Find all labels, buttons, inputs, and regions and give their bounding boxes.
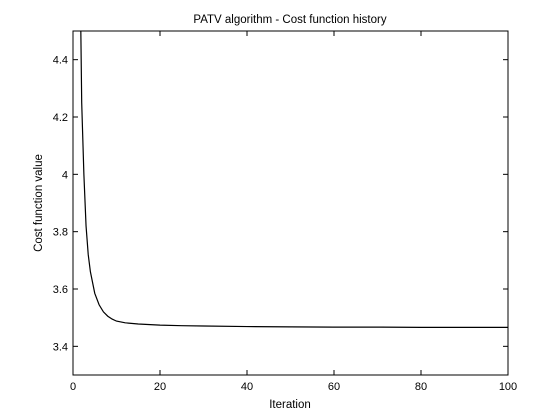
x-tick-label: 40 xyxy=(241,381,253,393)
x-tick-label: 60 xyxy=(328,381,340,393)
y-tick-label: 3.4 xyxy=(53,341,68,353)
x-tick-label: 100 xyxy=(499,381,517,393)
cost-history-line xyxy=(80,30,508,329)
x-tick-label: 80 xyxy=(415,381,427,393)
x-tick-label: 20 xyxy=(154,381,166,393)
chart-title: PATV algorithm - Cost function history xyxy=(193,14,386,26)
y-axis-ticks: 3.4 3.6 3.8 4 4.2 4.4 xyxy=(53,55,508,353)
y-tick-label: 3.8 xyxy=(53,227,68,239)
y-tick-label: 4.2 xyxy=(53,112,68,124)
y-axis-label: Cost function value xyxy=(33,154,45,252)
x-tick-label: 0 xyxy=(70,381,76,393)
plot-frame xyxy=(72,30,509,376)
x-axis-label: Iteration xyxy=(269,399,311,411)
x-axis-ticks: 0 20 40 60 80 100 xyxy=(70,31,517,393)
y-tick-label: 3.6 xyxy=(53,284,68,296)
plot-area xyxy=(73,31,508,375)
y-tick-label: 4.4 xyxy=(53,55,68,67)
y-tick-label: 4 xyxy=(62,169,68,181)
